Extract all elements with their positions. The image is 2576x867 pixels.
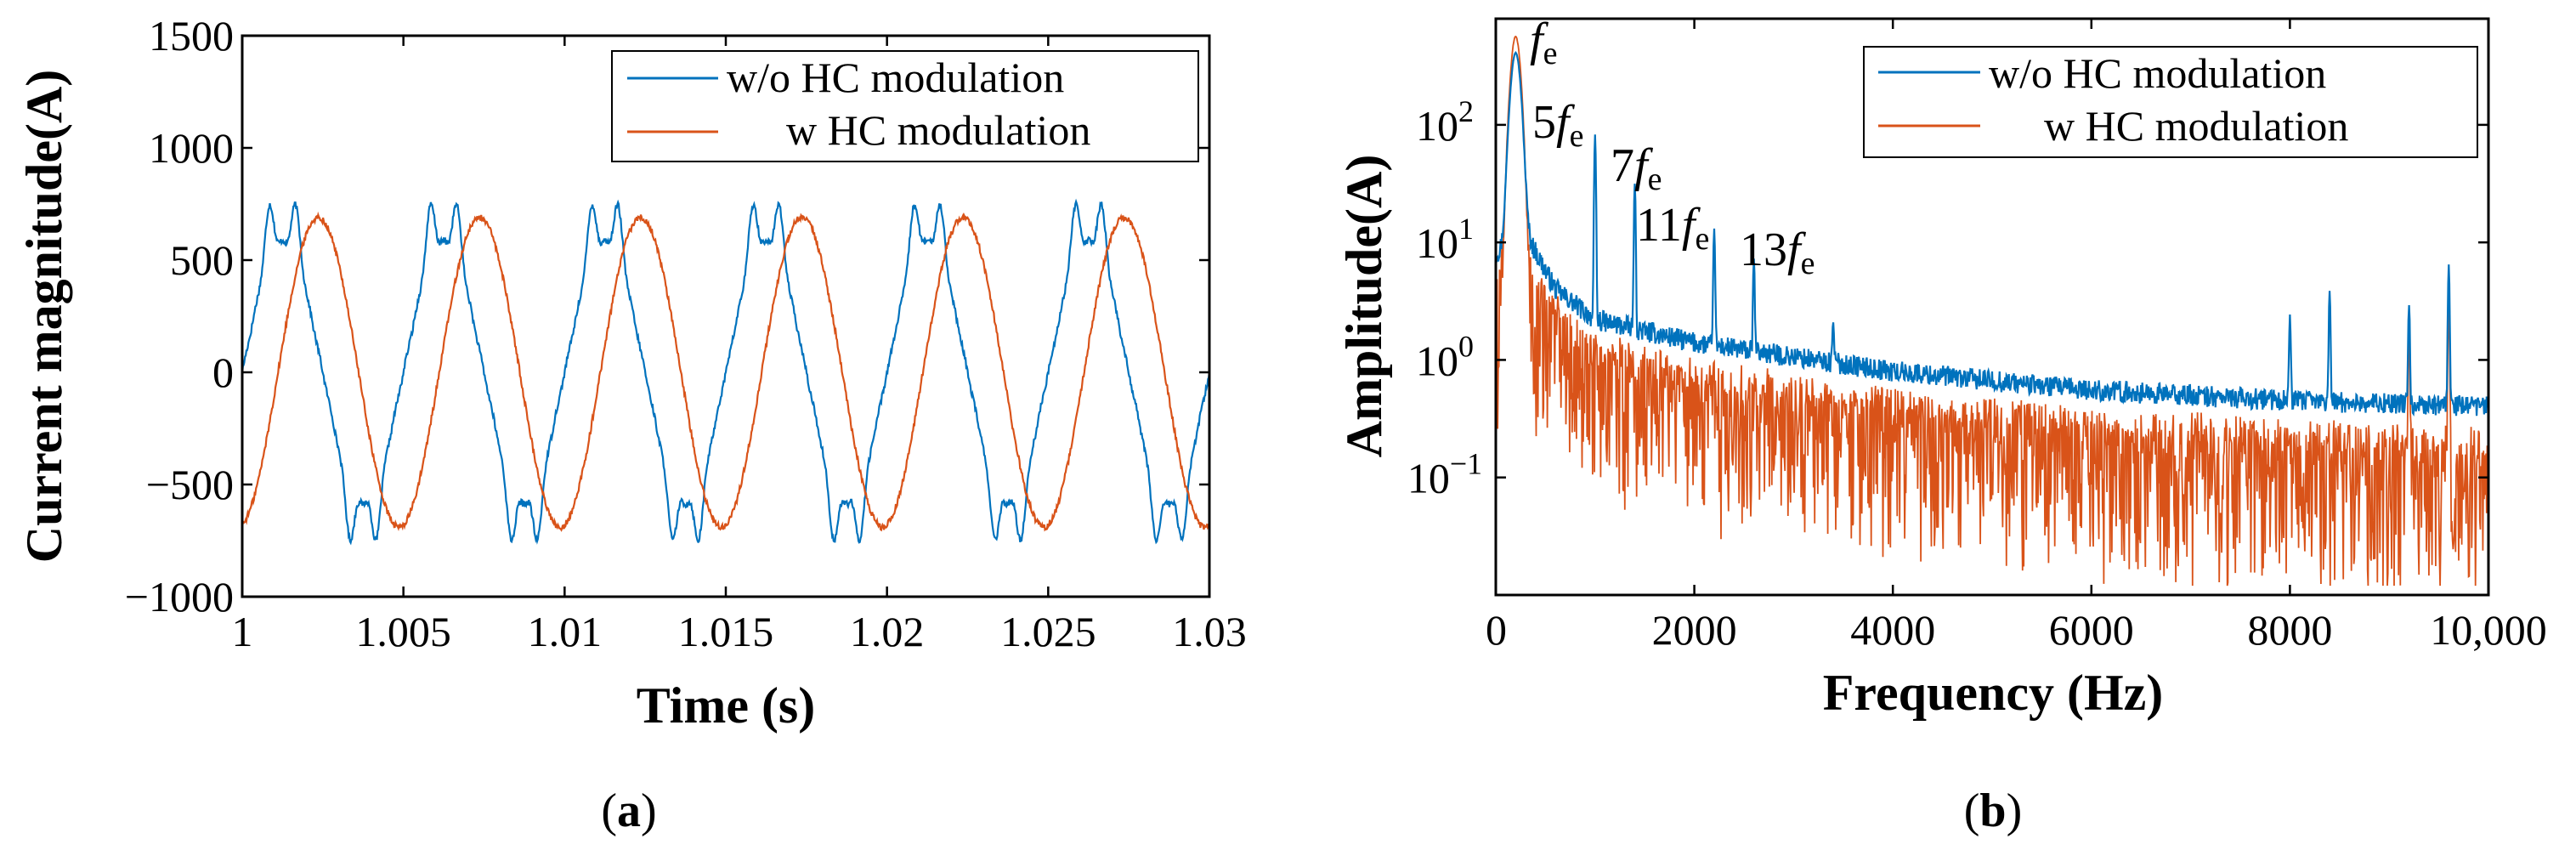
chart-a-y-tick-label: 500 — [170, 236, 234, 284]
chart-a-panel-label: (a) — [601, 785, 656, 837]
chart-b-y-tick-label: 100 — [1416, 329, 1474, 384]
chart-a-y-tick-label: −1000 — [125, 573, 234, 620]
chart-a-series-line-0 — [242, 201, 1209, 542]
chart-b-x-tick-label: 4000 — [1850, 606, 1935, 654]
chart-b-y-tick-label: 10−1 — [1407, 447, 1482, 502]
chart-b: 0 2000 4000 6000 8000 10,000 10−1 100 101 102 fe 5… — [1336, 14, 2547, 837]
chart-b-x-tick-label: 6000 — [2049, 606, 2134, 654]
figure: 1 1.005 1.01 1.015 1.02 1.025 1.03 −1000 −500 0 50… — [0, 0, 2576, 867]
chart-b-x-tick-label: 2000 — [1652, 606, 1737, 654]
chart-b-x-tick-label: 0 — [1486, 606, 1507, 654]
chart-a-y-tick-label: 1000 — [149, 124, 234, 172]
chart-b-y-axis-label: Amplitude(A) — [1336, 155, 1392, 458]
chart-b-y-tick-label: 102 — [1416, 94, 1474, 150]
chart-a-y-tick-label: 0 — [212, 348, 234, 396]
chart-a-x-tick-label: 1.03 — [1172, 608, 1247, 655]
chart-a-legend: w/o HC modulation w HC modulation — [612, 51, 1198, 162]
chart-a-y-axis-label: Current magnitude(A) — [16, 70, 72, 564]
chart-a-x-tick-label: 1.025 — [1000, 608, 1096, 655]
chart-a-legend-label-w-hc: w HC modulation — [786, 106, 1090, 154]
chart-b-annotation-harmonic: fe — [1530, 14, 1557, 71]
chart-a-y-tick-label: −500 — [146, 461, 234, 508]
chart-b-y-tick-label: 101 — [1416, 212, 1474, 267]
chart-b-legend: w/o HC modulation w HC modulation — [1864, 47, 2477, 157]
chart-b-panel-label: (b) — [1964, 785, 2022, 837]
chart-b-annotation-harmonic: 5fe — [1532, 96, 1583, 154]
chart-a-x-tick-label: 1.01 — [528, 608, 603, 655]
chart-a: 1 1.005 1.01 1.015 1.02 1.025 1.03 −1000 −500 0 50… — [16, 12, 1247, 837]
chart-b-annotation-harmonic: 11fe — [1636, 199, 1709, 257]
chart-a-x-tick-label: 1 — [232, 608, 253, 655]
chart-a-data-layer — [242, 201, 1209, 542]
chart-b-legend-label-w-hc: w HC modulation — [2044, 102, 2348, 150]
chart-b-annotation-harmonic: 7fe — [1611, 139, 1662, 197]
chart-b-x-tick-label: 10,000 — [2430, 606, 2547, 654]
chart-a-x-tick-label: 1.02 — [850, 608, 925, 655]
chart-a-x-tick-label: 1.015 — [678, 608, 774, 655]
chart-a-x-axis-label: Time (s) — [637, 677, 816, 734]
chart-b-legend-label-wo-hc: w/o HC modulation — [1989, 49, 2326, 97]
chart-a-x-tick-label: 1.005 — [355, 608, 451, 655]
chart-a-y-tick-label: 1500 — [149, 12, 234, 60]
chart-b-x-axis-label: Frequency (Hz) — [1823, 665, 2163, 721]
chart-b-x-tick-label: 8000 — [2247, 606, 2332, 654]
chart-a-legend-label-wo-hc: w/o HC modulation — [727, 54, 1064, 101]
chart-b-annotation-harmonic: 13fe — [1740, 224, 1815, 281]
